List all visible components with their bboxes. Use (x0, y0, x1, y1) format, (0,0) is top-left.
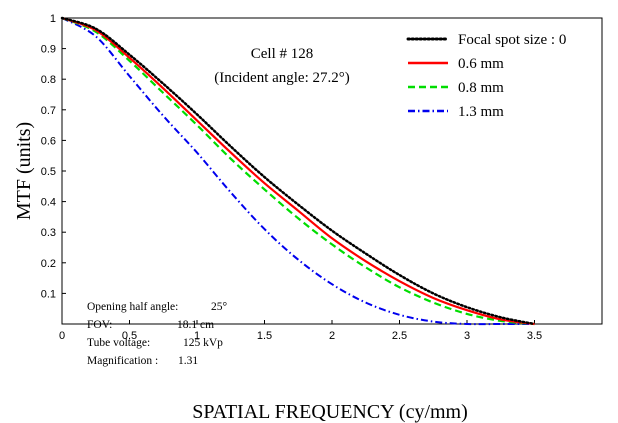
y-tick-label: 0.3 (41, 227, 56, 239)
series-line (61, 16, 535, 326)
y-tick-label: 0.5 (41, 166, 56, 178)
y-axis-label: MTF (units) (13, 122, 35, 220)
x-tick-label: 0 (59, 330, 65, 342)
parameters-box: Opening half angle: 25° FOV: 18.1 cm Tub… (87, 301, 228, 367)
param-label-opening-angle: Opening half angle: (87, 301, 178, 313)
series-lines (60, 16, 536, 326)
series-line (60, 16, 536, 326)
annotation-incident-angle: (Incident angle: 27.2°) (214, 70, 350, 86)
legend-label: 0.6 mm (458, 56, 504, 72)
y-tick-label: 0.8 (41, 74, 56, 86)
x-tick-label: 2 (329, 330, 335, 342)
param-label-tube-voltage: Tube voltage: (87, 337, 150, 349)
legend-label: Focal spot size : 0 (458, 32, 566, 48)
y-tick-label: 0.1 (41, 288, 56, 300)
y-tick-label: 0.6 (41, 135, 56, 147)
legend: Focal spot size : 0 0.6 mm 0.8 mm 1.3 mm (406, 32, 566, 120)
x-tick-label: 3.5 (527, 330, 542, 342)
legend-label: 1.3 mm (458, 104, 504, 120)
x-tick-label: 0.5 (122, 330, 137, 342)
y-tick-label: 0.9 (41, 44, 56, 56)
y-tick-label: 0.4 (41, 197, 56, 209)
param-label-magnification: Magnification : (87, 355, 158, 367)
param-value-fov: 18.1 cm (177, 319, 214, 331)
x-tick-label: 1.5 (257, 330, 272, 342)
x-tick-label: 1 (194, 330, 200, 342)
x-tick-label: 3 (464, 330, 470, 342)
annotation-cell-label: Cell # 128 (251, 46, 314, 62)
series-line (61, 16, 535, 326)
axis-ticks: 0 0.5 1 1.5 2 2.5 3 3.5 0.1 0.2 0.3 0.4 0.5 0.6 0.7 0.8… (41, 13, 542, 342)
y-tick-label: 1 (50, 13, 56, 25)
plot-frame (61, 17, 603, 325)
x-tick-label: 2.5 (392, 330, 407, 342)
param-value-opening-angle: 25° (211, 301, 228, 313)
legend-label: 0.8 mm (458, 80, 504, 96)
param-label-fov: FOV: (87, 319, 112, 331)
y-tick-label: 0.7 (41, 105, 56, 117)
y-tick-label: 0.2 (41, 258, 56, 270)
param-value-tube-voltage: 125 kVp (183, 337, 223, 349)
x-axis-label: SPATIAL FREQUENCY (cy/mm) (192, 401, 468, 423)
series-line (61, 17, 535, 326)
param-value-magnification: 1.31 (178, 355, 198, 367)
